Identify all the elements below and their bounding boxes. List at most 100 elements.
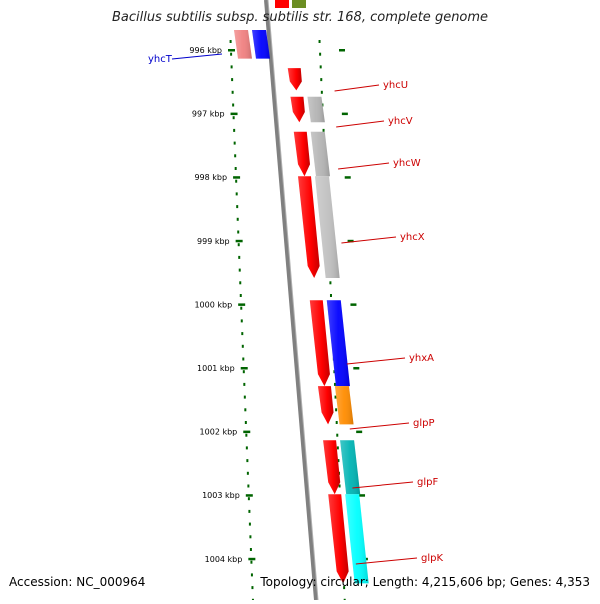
gene-label: yhcX: [400, 232, 425, 243]
ruler-dot-outer: [336, 446, 339, 450]
ruler-tick-label: 1004 kbp: [205, 555, 243, 564]
ruler-dot-outer: [320, 90, 323, 94]
ruler-dot-inner: [229, 40, 232, 43]
ruler-dot-inner: [245, 433, 248, 437]
ruler-dot-inner: [237, 243, 240, 247]
ruler-dot-inner: [232, 103, 235, 107]
gene-arrow[interactable]: [317, 386, 334, 425]
ruler-dot-inner: [241, 344, 244, 348]
gene-glpP[interactable]: [317, 386, 354, 425]
cog-shading: [310, 131, 330, 177]
ruler-major-tick-outer: [356, 430, 363, 434]
cog-shading: [334, 386, 354, 425]
ruler-dot-outer: [335, 421, 338, 424]
ruler-tick-label: 996 kbp: [189, 46, 222, 55]
ruler-major-tick: [230, 112, 238, 116]
ruler-dot-outer: [319, 52, 322, 56]
ruler-dot-inner: [233, 141, 236, 145]
ruler-dot-inner: [236, 217, 239, 221]
ruler-tick-label: 1002 kbp: [200, 428, 238, 437]
ruler-dot-inner: [236, 205, 239, 209]
ruler-dot-inner: [249, 548, 252, 551]
gene-arrow[interactable]: [290, 96, 305, 123]
ruler-dot-inner: [230, 65, 233, 69]
ruler-dot-inner: [248, 522, 251, 526]
ruler-dot-inner: [246, 471, 249, 475]
gene-label-leader: [346, 357, 406, 365]
gene-yhcU[interactable]: [287, 68, 302, 91]
ruler-major-tick: [243, 430, 251, 434]
ruler-dot-inner: [248, 509, 251, 513]
gene-label: glpF: [417, 477, 438, 488]
ruler-major-tick-outer: [359, 494, 366, 497]
ruler-major-tick: [248, 557, 256, 561]
genome-backbone-highlight: [267, 0, 319, 601]
ruler-dot-outer: [338, 484, 341, 488]
gene-label: yhxA: [409, 353, 434, 364]
ruler-dot-inner: [239, 294, 242, 297]
gene-arrow[interactable]: [293, 131, 310, 177]
gene-yhcW[interactable]: [293, 131, 330, 177]
gene-shading: [234, 30, 252, 59]
gene-glpK[interactable]: [328, 494, 369, 584]
gene-label: yhcU: [383, 80, 408, 91]
ruler-dot-inner: [238, 268, 241, 272]
ruler-major-tick: [233, 176, 241, 179]
ruler-dot-inner: [251, 586, 254, 590]
ruler-dot-inner: [245, 446, 248, 450]
ruler-dot-outer: [343, 586, 346, 590]
ruler-tick-label: 1003 kbp: [202, 491, 240, 500]
ruler-dot-inner: [237, 230, 240, 234]
ruler-dot-inner: [242, 370, 245, 374]
ruler-dot-inner: [235, 192, 238, 196]
ruler-tick-label: 1000 kbp: [194, 300, 232, 309]
ruler-dot-outer: [318, 40, 321, 43]
ruler-dot-outer: [333, 382, 336, 386]
gene-label-leader: [352, 481, 414, 489]
gene-yhcV[interactable]: [290, 96, 325, 123]
gene-arrow[interactable]: [323, 440, 341, 495]
ruler-dot-inner: [235, 179, 238, 183]
ruler-dot-inner: [246, 459, 249, 463]
ruler-dot-inner: [233, 128, 236, 132]
gene-label-leader: [355, 557, 418, 565]
ruler-dot-inner: [243, 382, 246, 386]
ruler-dot-inner: [231, 78, 234, 82]
ruler-tick-label: 998 kbp: [194, 173, 227, 182]
ruler-dot-outer: [336, 433, 339, 437]
ruler-major-tick: [240, 367, 248, 370]
ruler-major-tick-outer: [347, 239, 354, 243]
gene-label-leader: [338, 162, 390, 170]
ruler-major-tick: [228, 49, 235, 52]
gene-yhcT[interactable]: [234, 30, 270, 59]
ruler-tick-label: 1001 kbp: [197, 364, 235, 373]
gene-glpF[interactable]: [323, 440, 361, 495]
ruler-major-tick-outer: [353, 367, 360, 370]
partial-cog-top: [292, 0, 306, 8]
genome-backbone: [264, 0, 318, 601]
ruler-dot-inner: [250, 573, 253, 577]
ruler-dot-inner: [250, 560, 253, 564]
ruler-dot-outer: [320, 78, 323, 82]
gene-yhcX[interactable]: [297, 176, 340, 279]
gene-label: yhcW: [393, 158, 421, 169]
cog-shading: [307, 96, 325, 123]
gene-arrow[interactable]: [309, 300, 330, 387]
cog-shading: [252, 30, 270, 59]
gene-yhxA[interactable]: [309, 300, 350, 387]
gene-arrow[interactable]: [297, 176, 320, 279]
ruler-dot-inner: [239, 281, 242, 285]
gene-arrow[interactable]: [287, 68, 302, 91]
ruler-dot-outer: [329, 294, 332, 297]
ruler-major-tick-outer: [339, 49, 345, 52]
gene-label-leader: [171, 53, 223, 60]
ruler-dot-inner: [244, 421, 247, 424]
gene-arrow[interactable]: [328, 494, 349, 584]
cog-shading: [314, 176, 340, 279]
ruler-dot-outer: [335, 408, 338, 412]
ruler-dot-inner: [247, 484, 250, 488]
ruler-dot-inner: [240, 319, 243, 323]
ruler-dot-outer: [334, 395, 337, 399]
accession-label: Accession: NC_000964: [9, 575, 146, 589]
